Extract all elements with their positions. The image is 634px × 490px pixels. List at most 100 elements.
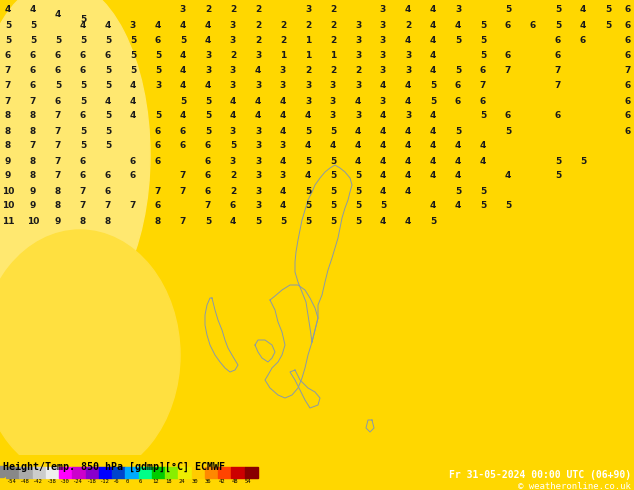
Text: 7: 7 — [555, 67, 561, 75]
Text: 6: 6 — [580, 36, 586, 46]
Text: 5: 5 — [155, 51, 161, 60]
Text: 5: 5 — [580, 156, 586, 166]
Text: 4: 4 — [230, 217, 236, 225]
Text: 5: 5 — [30, 22, 36, 30]
Text: 5: 5 — [455, 187, 461, 196]
Text: 6: 6 — [105, 172, 111, 180]
Text: 7: 7 — [505, 67, 511, 75]
Text: 4: 4 — [405, 81, 411, 91]
Text: 5: 5 — [605, 5, 611, 15]
Text: 5: 5 — [105, 36, 111, 46]
Text: 4: 4 — [455, 22, 461, 30]
Text: 3: 3 — [280, 142, 286, 150]
Bar — [139, 467, 152, 478]
Text: 3: 3 — [380, 51, 386, 60]
Text: 4: 4 — [380, 142, 386, 150]
Text: 3: 3 — [255, 51, 261, 60]
Text: Fr 31-05-2024 00:00 UTC (06+90): Fr 31-05-2024 00:00 UTC (06+90) — [449, 470, 631, 480]
Text: 4: 4 — [280, 126, 286, 136]
Text: 4: 4 — [230, 112, 236, 121]
Text: 3: 3 — [180, 5, 186, 15]
Text: 4: 4 — [255, 67, 261, 75]
Text: 5: 5 — [455, 126, 461, 136]
Text: 6: 6 — [80, 172, 86, 180]
Text: 3: 3 — [280, 172, 286, 180]
Text: 4: 4 — [380, 187, 386, 196]
Text: 2: 2 — [280, 22, 286, 30]
Text: 4: 4 — [430, 67, 436, 75]
Text: 4: 4 — [430, 22, 436, 30]
Text: 5: 5 — [480, 22, 486, 30]
Bar — [99, 467, 112, 478]
Text: 5: 5 — [505, 201, 511, 211]
Text: 10: 10 — [27, 217, 39, 225]
Text: Height/Temp. 850 hPa [gdmp][°C] ECMWF: Height/Temp. 850 hPa [gdmp][°C] ECMWF — [3, 462, 225, 472]
Text: 7: 7 — [205, 201, 211, 211]
Text: 8: 8 — [105, 217, 111, 225]
Text: 7: 7 — [105, 201, 111, 211]
Bar — [245, 467, 258, 478]
Text: 5: 5 — [330, 201, 336, 211]
Text: 8: 8 — [155, 217, 161, 225]
Text: 5: 5 — [205, 126, 211, 136]
Text: 4: 4 — [480, 156, 486, 166]
Text: 5: 5 — [205, 112, 211, 121]
Text: 4: 4 — [430, 201, 436, 211]
Text: 3: 3 — [355, 36, 361, 46]
Text: 5: 5 — [330, 126, 336, 136]
Text: 8: 8 — [5, 126, 11, 136]
Text: 6: 6 — [55, 97, 61, 105]
Text: 5: 5 — [355, 201, 361, 211]
Text: 6: 6 — [180, 126, 186, 136]
Bar — [191, 467, 205, 478]
Text: 6: 6 — [480, 67, 486, 75]
Text: 5: 5 — [105, 81, 111, 91]
Text: 6: 6 — [480, 97, 486, 105]
Text: 3: 3 — [255, 126, 261, 136]
Text: 7: 7 — [80, 187, 86, 196]
Text: 5: 5 — [205, 217, 211, 225]
Text: 4: 4 — [380, 172, 386, 180]
Text: 4: 4 — [180, 67, 186, 75]
Text: 3: 3 — [380, 5, 386, 15]
Text: 3: 3 — [305, 81, 311, 91]
Text: 9: 9 — [30, 201, 36, 211]
Text: 8: 8 — [30, 156, 36, 166]
Text: 6: 6 — [155, 201, 161, 211]
Text: 5: 5 — [305, 187, 311, 196]
Text: 8: 8 — [30, 126, 36, 136]
Text: 6: 6 — [555, 36, 561, 46]
Text: 5: 5 — [230, 142, 236, 150]
Text: 8: 8 — [55, 187, 61, 196]
Text: 2: 2 — [230, 51, 236, 60]
Text: -12: -12 — [99, 479, 108, 484]
Text: 5: 5 — [380, 201, 386, 211]
Text: 5: 5 — [130, 51, 136, 60]
Text: 6: 6 — [505, 22, 511, 30]
Text: 5: 5 — [605, 22, 611, 30]
Text: 4: 4 — [305, 172, 311, 180]
Text: 3: 3 — [405, 112, 411, 121]
Text: -24: -24 — [72, 479, 82, 484]
Text: 6: 6 — [130, 156, 136, 166]
Text: 5: 5 — [555, 172, 561, 180]
Text: 6: 6 — [625, 112, 631, 121]
Text: 5: 5 — [330, 156, 336, 166]
Text: 4: 4 — [380, 156, 386, 166]
Text: 4: 4 — [380, 112, 386, 121]
Text: 5: 5 — [480, 51, 486, 60]
Bar — [231, 467, 245, 478]
Text: 6: 6 — [5, 51, 11, 60]
Text: 48: 48 — [231, 479, 238, 484]
Text: 5: 5 — [430, 217, 436, 225]
Text: 1: 1 — [305, 36, 311, 46]
Text: 6: 6 — [80, 156, 86, 166]
Text: 4: 4 — [580, 22, 586, 30]
Text: 4: 4 — [430, 112, 436, 121]
Text: 12: 12 — [152, 479, 158, 484]
Text: 2: 2 — [405, 22, 411, 30]
Text: 8: 8 — [30, 112, 36, 121]
Text: 3: 3 — [330, 112, 336, 121]
Text: 24: 24 — [178, 479, 185, 484]
Text: 6: 6 — [80, 112, 86, 121]
